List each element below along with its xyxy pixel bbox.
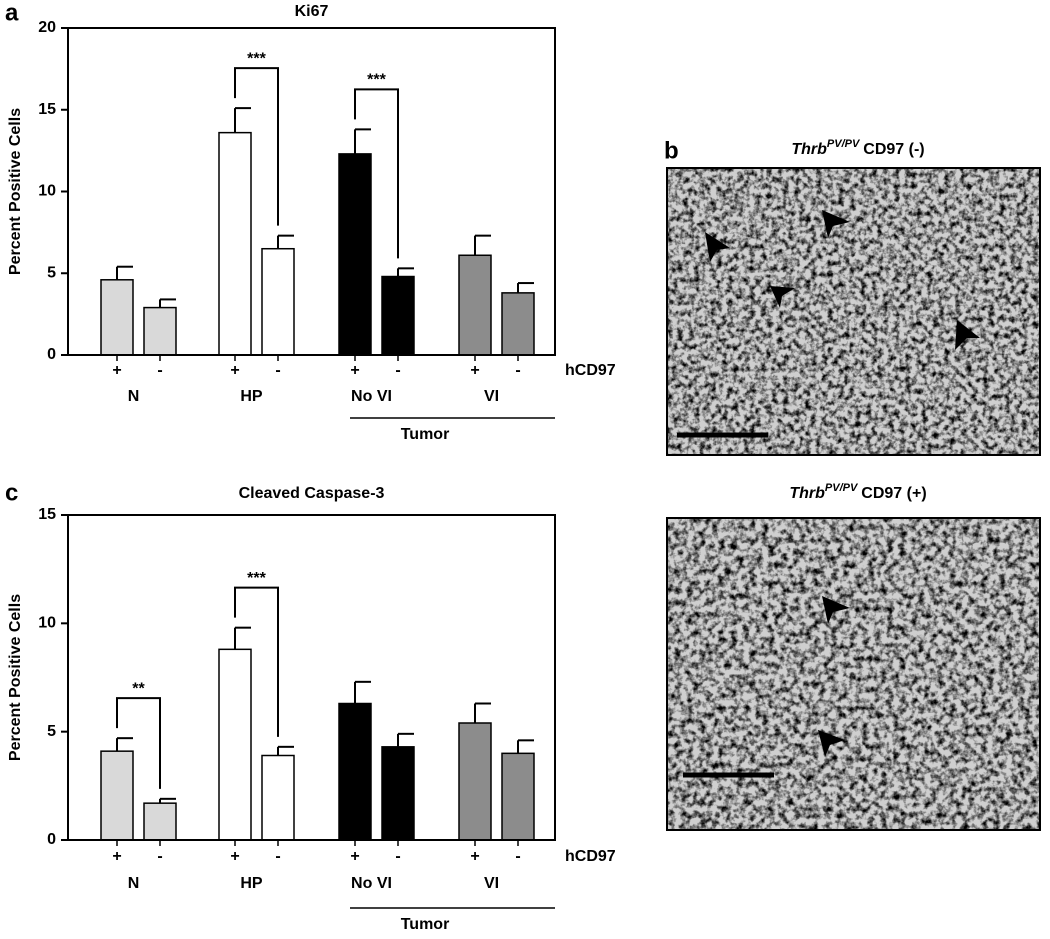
- bar: [381, 275, 415, 356]
- group-label: N: [128, 875, 140, 892]
- bar: [501, 292, 535, 356]
- group-label: HP: [240, 388, 263, 405]
- bar: [501, 752, 535, 841]
- significance-bracket: [234, 67, 279, 226]
- bar: [143, 802, 177, 841]
- significance-label: ***: [367, 72, 386, 89]
- significance-label: **: [132, 680, 145, 697]
- y-tick-label: 0: [47, 831, 56, 848]
- bar: [261, 754, 295, 841]
- x-tick-label: +: [470, 848, 479, 865]
- plot-frame: [67, 514, 556, 841]
- x-axis-label: hCD97: [565, 848, 616, 865]
- significance-label: ***: [247, 570, 266, 587]
- bar: [458, 254, 492, 356]
- y-tick-label: 10: [38, 615, 56, 632]
- y-tick-label: 20: [38, 19, 56, 36]
- bar: [100, 750, 134, 841]
- x-tick-label: +: [230, 362, 239, 379]
- group-label: N: [128, 388, 140, 405]
- image-title: ThrbPV/PV CD97 (+): [789, 482, 926, 502]
- panel-label: a: [5, 0, 19, 26]
- significance-bracket: [234, 586, 279, 737]
- x-tick-label: +: [230, 848, 239, 865]
- x-tick-label: -: [275, 848, 280, 865]
- x-tick-label: -: [515, 362, 520, 379]
- bar: [458, 722, 492, 841]
- superscript: PV/PV: [825, 482, 859, 494]
- bar: [218, 648, 252, 841]
- x-tick-label: +: [112, 848, 121, 865]
- y-tick-label: 10: [38, 183, 56, 200]
- group-span-label: Tumor: [401, 426, 450, 443]
- bar: [381, 746, 415, 841]
- x-tick-label: +: [470, 362, 479, 379]
- x-tick-label: -: [157, 848, 162, 865]
- image-title: ThrbPV/PV CD97 (-): [791, 138, 924, 158]
- micrograph: [666, 167, 1041, 456]
- significance-label: ***: [247, 50, 266, 67]
- x-tick-label: +: [350, 362, 359, 379]
- chart-title: Ki67: [295, 3, 329, 20]
- x-axis-label: hCD97: [565, 362, 616, 379]
- bar: [338, 702, 372, 841]
- plot-frame: [67, 27, 556, 356]
- condition: CD97 (+): [861, 485, 926, 502]
- significance-bracket: [116, 697, 161, 789]
- x-tick-label: +: [350, 848, 359, 865]
- bar: [338, 153, 372, 356]
- superscript: PV/PV: [827, 138, 861, 150]
- x-tick-label: -: [157, 362, 162, 379]
- x-tick-label: -: [395, 362, 400, 379]
- y-axis-label: Percent Positive Cells: [7, 594, 24, 761]
- group-label: VI: [484, 875, 499, 892]
- y-tick-label: 5: [47, 264, 56, 281]
- panel-label: b: [664, 137, 679, 164]
- panel-label: c: [5, 479, 18, 506]
- group-label: No VI: [351, 388, 392, 405]
- bar: [100, 279, 134, 356]
- y-tick-label: 5: [47, 723, 56, 740]
- y-axis-label: Percent Positive Cells: [7, 108, 24, 275]
- gene: Thrb: [789, 485, 825, 502]
- gene: Thrb: [791, 141, 827, 158]
- condition: CD97 (-): [863, 141, 924, 158]
- chart-title: Cleaved Caspase-3: [239, 485, 385, 502]
- bar: [261, 247, 295, 356]
- micrograph: [666, 517, 1041, 831]
- y-tick-label: 15: [38, 506, 56, 523]
- significance-bracket: [354, 88, 399, 259]
- x-tick-label: -: [275, 362, 280, 379]
- x-tick-label: -: [395, 848, 400, 865]
- y-tick-label: 0: [47, 346, 56, 363]
- group-label: HP: [240, 875, 263, 892]
- bar: [218, 131, 252, 356]
- y-tick-label: 15: [38, 101, 56, 118]
- group-label: VI: [484, 388, 499, 405]
- group-label: No VI: [351, 875, 392, 892]
- group-span-label: Tumor: [401, 916, 450, 933]
- bar: [143, 306, 177, 356]
- x-tick-label: -: [515, 848, 520, 865]
- x-tick-label: +: [112, 362, 121, 379]
